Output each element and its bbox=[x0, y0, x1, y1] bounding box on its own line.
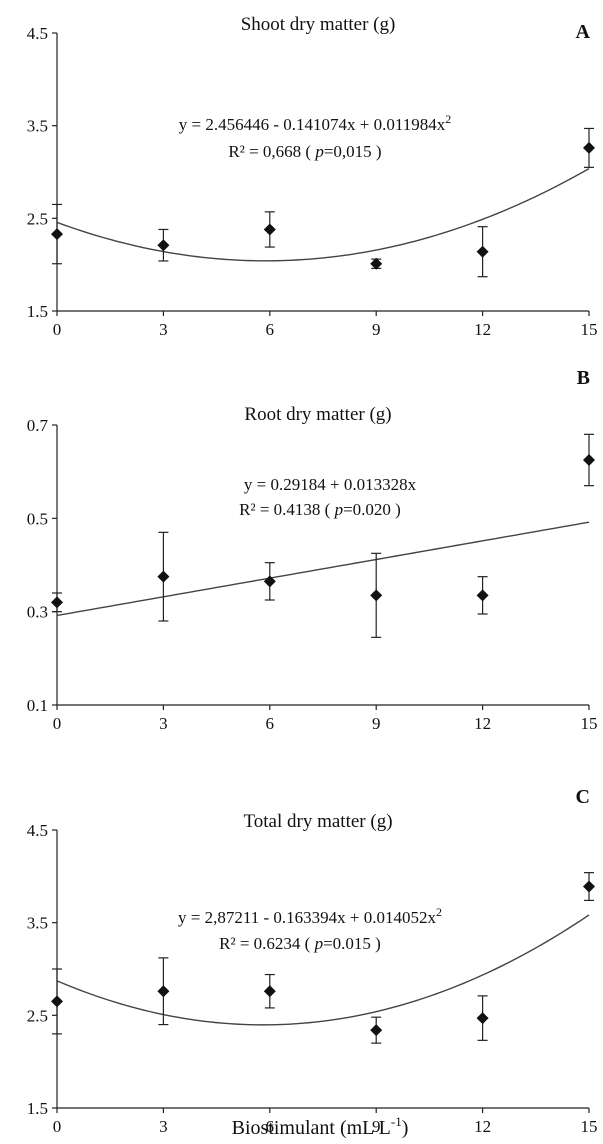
y-tick-label: 4.5 bbox=[27, 821, 48, 840]
y-tick-label: 3.5 bbox=[27, 117, 48, 136]
chart-title: Root dry matter (g) bbox=[244, 404, 391, 425]
data-point bbox=[370, 257, 383, 270]
p-symbol: p bbox=[314, 934, 324, 953]
data-point bbox=[583, 880, 595, 893]
x-tick-label: 15 bbox=[581, 1117, 598, 1136]
x-tick-label: 3 bbox=[159, 714, 168, 733]
y-tick-label: 0.7 bbox=[27, 416, 49, 435]
data-point bbox=[51, 995, 63, 1008]
x-tick-label: 9 bbox=[372, 714, 381, 733]
panel-c: 1.5 2.5 3.5 4.5 0 3 6 9 12 15 Total dry matter (g)… bbox=[27, 786, 598, 1136]
data-point bbox=[583, 454, 595, 466]
x-tick-label: 12 bbox=[474, 1117, 491, 1136]
x-axis-title-end: ) bbox=[402, 1117, 409, 1139]
data-point bbox=[157, 570, 170, 583]
x-tick-label: 9 bbox=[372, 320, 381, 339]
panel-letter: A bbox=[576, 21, 591, 43]
x-axis-title-superscript: -1 bbox=[391, 1114, 402, 1129]
x-tick-label: 3 bbox=[159, 320, 168, 339]
panel-letter: C bbox=[576, 786, 590, 808]
data-point bbox=[263, 985, 276, 998]
fit-line bbox=[56, 521, 590, 617]
data-point bbox=[583, 141, 595, 154]
r-squared-text: R² = 0,668 ( p=0,015 ) bbox=[228, 142, 381, 161]
data-point bbox=[263, 223, 276, 236]
x-tick-label: 6 bbox=[266, 320, 275, 339]
data-point bbox=[476, 245, 489, 258]
x-tick-label: 12 bbox=[474, 714, 491, 733]
y-tick-label: 2.5 bbox=[27, 209, 48, 228]
panel-a: 1.5 2.5 3.5 4.5 0 3 6 9 12 15 Shoot dry matter (g)… bbox=[27, 14, 598, 339]
fit-line bbox=[56, 167, 590, 262]
data-point bbox=[263, 575, 276, 588]
fit-equation: y = 2.456446 - 0.141074x + 0.011984x2 bbox=[179, 112, 451, 134]
x-tick-label: 0 bbox=[53, 1117, 62, 1136]
fit-equation: y = 2,87211 - 0.163394x + 0.014052x2 bbox=[178, 905, 442, 927]
data-point bbox=[51, 596, 63, 609]
data-point bbox=[157, 985, 170, 998]
x-tick-label: 0 bbox=[53, 320, 62, 339]
x-tick-label: 15 bbox=[581, 714, 598, 733]
y-tick-label: 1.5 bbox=[27, 1099, 48, 1118]
y-tick-label: 3.5 bbox=[27, 914, 48, 933]
y-tick-label: 4.5 bbox=[27, 24, 48, 43]
x-tick-label: 0 bbox=[53, 714, 62, 733]
x-tick-label: 6 bbox=[266, 1117, 275, 1136]
panel-letter: B bbox=[577, 367, 590, 389]
y-tick-label: 0.3 bbox=[27, 603, 48, 622]
fit-line bbox=[56, 914, 590, 1026]
chart-title: Shoot dry matter (g) bbox=[241, 14, 396, 35]
x-tick-label: 6 bbox=[266, 714, 275, 733]
data-point bbox=[476, 1012, 489, 1025]
y-tick-label: 0.5 bbox=[27, 509, 48, 528]
y-tick-label: 0.1 bbox=[27, 696, 48, 715]
y-tick-label: 1.5 bbox=[27, 302, 48, 321]
x-tick-label: 12 bbox=[474, 320, 491, 339]
x-tick-label: 15 bbox=[581, 320, 598, 339]
p-symbol: p bbox=[314, 142, 324, 161]
fit-equation: y = 0.29184 + 0.013328x bbox=[244, 475, 417, 494]
equation-exponent: 2 bbox=[445, 112, 451, 126]
data-point bbox=[370, 589, 383, 602]
p-symbol: p bbox=[334, 500, 344, 519]
panel-b: 0.1 0.3 0.5 0.7 0 3 6 9 12 15 Root dry matter (g) B… bbox=[27, 367, 598, 733]
data-point bbox=[157, 239, 170, 252]
chart-title: Total dry matter (g) bbox=[243, 811, 392, 832]
x-tick-label: 9 bbox=[372, 1117, 381, 1136]
equation-exponent: 2 bbox=[436, 905, 442, 919]
data-point bbox=[476, 589, 489, 602]
data-point bbox=[370, 1024, 383, 1037]
r-squared-text: R² = 0.4138 ( p=0.020 ) bbox=[239, 500, 401, 519]
x-axis-title: Biostimulant (mL L-1) bbox=[232, 1114, 409, 1139]
x-tick-label: 3 bbox=[159, 1117, 168, 1136]
r-squared-text: R² = 0.6234 ( p=0.015 ) bbox=[219, 934, 381, 953]
data-point bbox=[51, 228, 63, 241]
y-tick-label: 2.5 bbox=[27, 1006, 48, 1025]
